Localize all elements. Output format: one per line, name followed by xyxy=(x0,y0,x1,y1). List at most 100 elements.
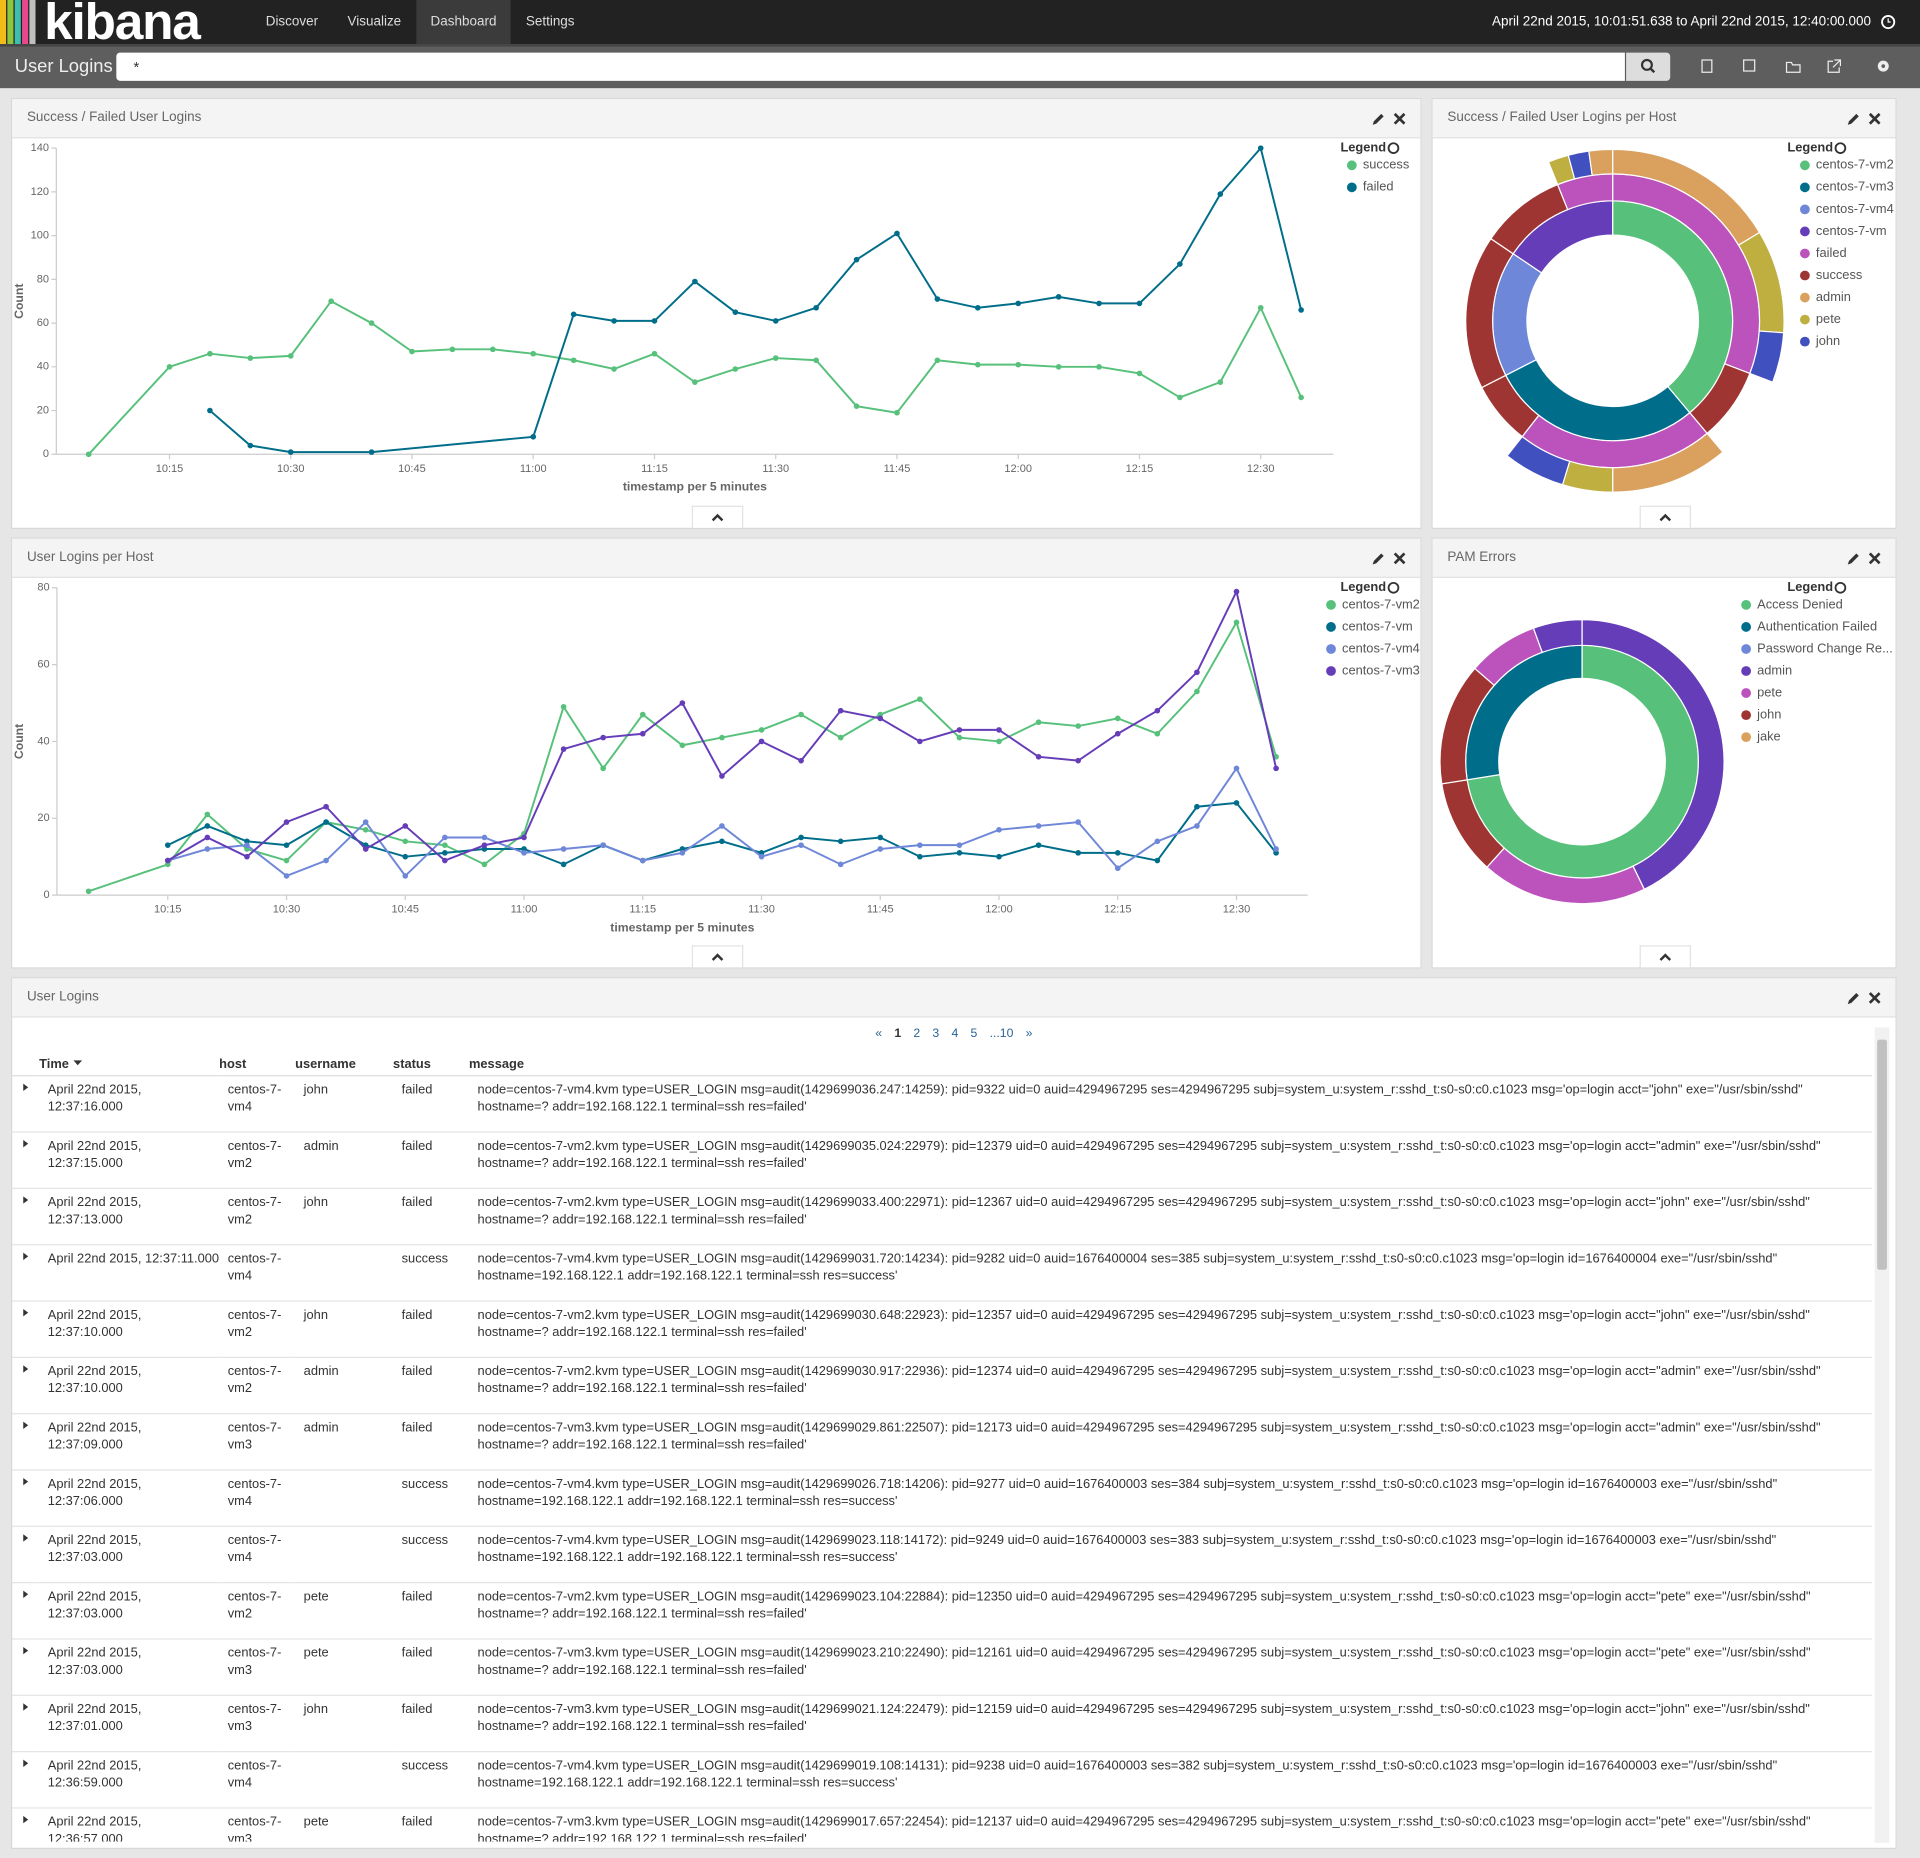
data-point[interactable] xyxy=(1273,846,1279,852)
sunburst-segment[interactable] xyxy=(1532,618,1583,654)
legend-title[interactable]: Legend xyxy=(1340,140,1386,155)
data-point[interactable] xyxy=(798,834,804,841)
data-point[interactable] xyxy=(204,823,211,829)
table-row[interactable]: April 22nd 2015, 12:37:13.000 centos-7-vm… xyxy=(12,1188,1873,1246)
data-point[interactable] xyxy=(917,738,923,745)
legend-label[interactable]: centos-7-vm4 xyxy=(1342,640,1420,655)
legend-label[interactable]: success xyxy=(1363,157,1409,172)
data-point[interactable] xyxy=(1096,300,1102,307)
legend-title[interactable]: Legend xyxy=(1787,579,1833,594)
table-row[interactable]: April 22nd 2015, 12:37:15.000 centos-7-vm… xyxy=(12,1132,1873,1189)
search-input[interactable]: * xyxy=(116,52,1625,81)
collapse-tab[interactable] xyxy=(1639,945,1692,968)
data-point[interactable] xyxy=(1154,838,1161,845)
data-point[interactable] xyxy=(521,850,527,856)
data-point[interactable] xyxy=(283,842,290,848)
data-point[interactable] xyxy=(692,278,698,285)
table-row[interactable]: April 22nd 2015, 12:37:01.000 centos-7-vm… xyxy=(12,1695,1873,1753)
page-link[interactable]: ...10 xyxy=(989,1027,1014,1041)
page-link[interactable]: 2 xyxy=(913,1027,921,1041)
data-point[interactable] xyxy=(1194,688,1200,695)
table-row[interactable]: April 22nd 2015, 12:37:10.000 centos-7-vm… xyxy=(12,1357,1873,1415)
nav-tab[interactable]: Dashboard xyxy=(415,0,512,45)
data-point[interactable] xyxy=(1114,730,1121,737)
data-point[interactable] xyxy=(442,842,448,848)
close-icon[interactable] xyxy=(1868,992,1881,1004)
data-point[interactable] xyxy=(207,350,213,357)
legend-title[interactable]: Legend xyxy=(1787,140,1833,155)
data-point[interactable] xyxy=(1298,394,1304,401)
data-point[interactable] xyxy=(837,861,844,868)
data-point[interactable] xyxy=(1217,191,1224,197)
data-point[interactable] xyxy=(1114,850,1121,856)
legend-label[interactable]: centos-7-vm2 xyxy=(1816,157,1894,172)
collapse-tab[interactable] xyxy=(691,945,744,968)
data-point[interactable] xyxy=(772,355,779,361)
data-point[interactable] xyxy=(1154,857,1161,864)
data-point[interactable] xyxy=(362,819,369,825)
data-point[interactable] xyxy=(611,366,617,372)
table-row[interactable]: April 22nd 2015, 12:37:10.000 centos-7-vm… xyxy=(12,1301,1873,1358)
data-point[interactable] xyxy=(1114,865,1121,872)
table-row[interactable]: April 22nd 2015, 12:36:59.000 centos-7-vm… xyxy=(12,1751,1873,1809)
data-point[interactable] xyxy=(1273,765,1279,772)
page-link[interactable]: » xyxy=(1025,1027,1033,1041)
data-point[interactable] xyxy=(164,842,171,848)
data-point[interactable] xyxy=(402,838,409,845)
data-point[interactable] xyxy=(323,819,329,825)
data-point[interactable] xyxy=(1035,719,1042,726)
data-point[interactable] xyxy=(837,734,844,741)
data-point[interactable] xyxy=(204,811,211,818)
data-point[interactable] xyxy=(1055,294,1062,300)
data-point[interactable] xyxy=(798,757,804,764)
data-point[interactable] xyxy=(283,857,290,864)
data-point[interactable] xyxy=(204,846,211,852)
data-point[interactable] xyxy=(877,715,884,722)
data-point[interactable] xyxy=(368,449,375,455)
data-point[interactable] xyxy=(560,861,567,868)
data-point[interactable] xyxy=(1055,364,1062,370)
header-cell[interactable]: Time xyxy=(39,1051,220,1077)
legend-label[interactable]: failed xyxy=(1816,245,1847,260)
edit-icon[interactable] xyxy=(1372,113,1384,125)
table-row[interactable]: April 22nd 2015, 12:37:16.000 centos-7-vm… xyxy=(12,1075,1873,1133)
data-point[interactable] xyxy=(813,304,819,311)
legend-label[interactable]: admin xyxy=(1757,662,1792,677)
data-point[interactable] xyxy=(481,861,488,868)
data-point[interactable] xyxy=(956,734,963,741)
data-point[interactable] xyxy=(570,357,577,364)
header-cell[interactable]: username xyxy=(295,1051,394,1077)
page-link[interactable]: 4 xyxy=(951,1027,959,1041)
data-point[interactable] xyxy=(570,311,577,318)
data-point[interactable] xyxy=(772,318,779,324)
legend-label[interactable]: centos-7-vm3 xyxy=(1342,662,1420,677)
legend-label[interactable]: centos-7-vm4 xyxy=(1816,201,1894,216)
legend-label[interactable]: john xyxy=(1756,706,1781,721)
page-link[interactable]: « xyxy=(875,1027,883,1041)
data-point[interactable] xyxy=(853,403,860,409)
sunburst-segment[interactable] xyxy=(1588,148,1614,176)
data-point[interactable] xyxy=(719,773,725,779)
data-point[interactable] xyxy=(996,826,1002,833)
data-point[interactable] xyxy=(481,834,488,841)
data-point[interactable] xyxy=(402,853,409,860)
data-point[interactable] xyxy=(362,846,369,852)
data-point[interactable] xyxy=(934,357,941,364)
nav-tab[interactable]: Settings xyxy=(525,14,575,30)
data-point[interactable] xyxy=(917,842,923,848)
data-point[interactable] xyxy=(1194,669,1200,676)
header-cell[interactable]: message xyxy=(468,1051,1873,1077)
data-point[interactable] xyxy=(758,727,765,733)
header-cell[interactable]: status xyxy=(393,1051,469,1077)
data-point[interactable] xyxy=(1177,261,1183,267)
data-point[interactable] xyxy=(164,857,171,864)
legend-label[interactable]: admin xyxy=(1816,289,1851,304)
data-point[interactable] xyxy=(362,826,369,833)
table-row[interactable]: April 22nd 2015, 12:37:11.000 centos-7-vm… xyxy=(12,1244,1873,1302)
table-row[interactable]: April 22nd 2015, 12:37:03.000 centos-7-vm… xyxy=(12,1582,1873,1640)
data-point[interactable] xyxy=(530,433,537,440)
data-point[interactable] xyxy=(917,853,923,860)
data-point[interactable] xyxy=(244,853,250,860)
legend-label[interactable]: jake xyxy=(1756,729,1781,744)
legend-toggle[interactable] xyxy=(1834,581,1847,594)
